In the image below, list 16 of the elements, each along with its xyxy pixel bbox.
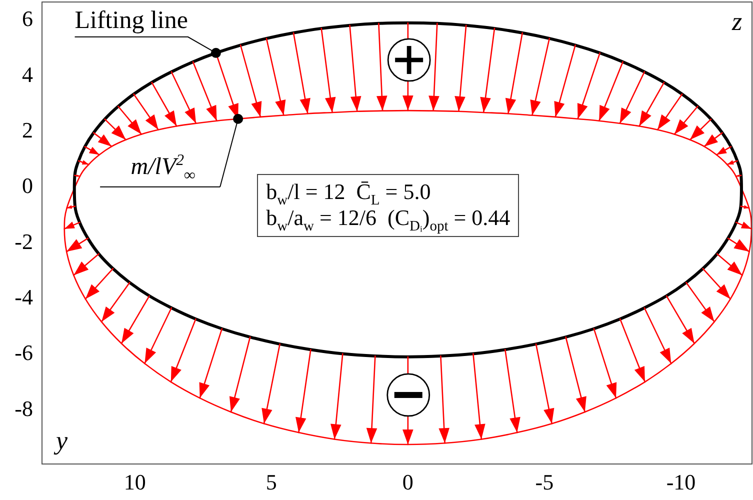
x-tick-label: -10	[666, 470, 696, 494]
x-tick-label: 0	[402, 470, 414, 494]
x-tick-label: 10	[124, 470, 146, 494]
x-axis-title: y	[56, 426, 68, 456]
x-tick-label: -5	[535, 470, 554, 494]
y-tick-label: -8	[14, 396, 33, 421]
y-tick-label: -2	[14, 228, 33, 254]
y-tick-label: 6	[22, 6, 33, 32]
y-axis-title: z	[732, 7, 742, 37]
y-tick-label: -6	[14, 340, 33, 366]
y-tick-label: -4	[14, 284, 33, 310]
annotation: Lifting line	[74, 7, 188, 36]
y-tick-label: 4	[22, 62, 33, 87]
x-tick-label: 5	[266, 470, 277, 494]
y-tick-label: 2	[22, 118, 33, 143]
y-tick-label: 0	[22, 173, 33, 198]
